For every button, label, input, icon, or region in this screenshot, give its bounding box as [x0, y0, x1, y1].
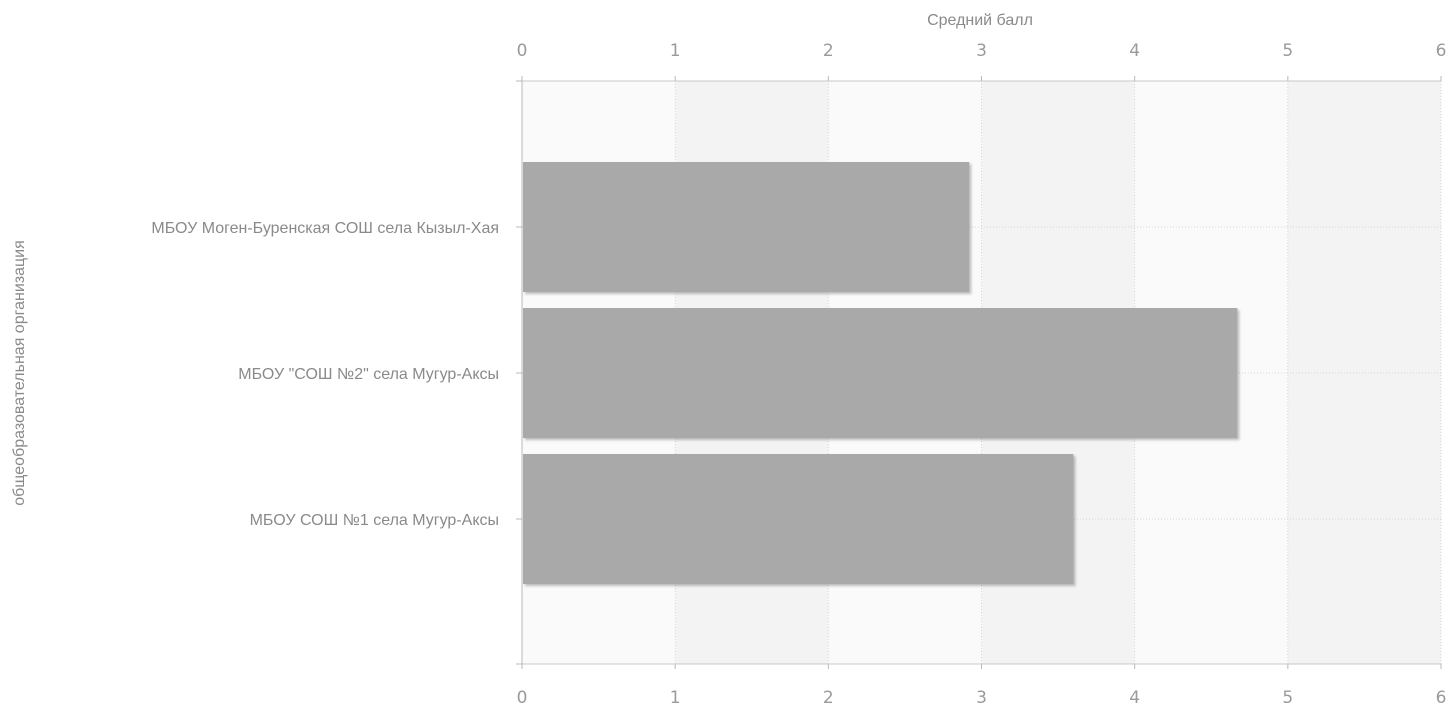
x-tick-label-top: 6	[1436, 41, 1447, 61]
x-tick-label-top: 4	[1129, 41, 1140, 61]
x-tick-label-bottom: 2	[823, 688, 834, 705]
x-tick-label-top: 1	[670, 41, 681, 61]
category-label: МБОУ Моген-Буренская СОШ села Кызыл-Хая	[151, 220, 499, 237]
x-tick-label-bottom: 5	[1282, 688, 1293, 705]
bar	[523, 308, 1238, 438]
x-axis-title: Средний балл	[927, 12, 1033, 29]
x-tick-label-bottom: 1	[670, 688, 681, 705]
bar	[523, 162, 970, 292]
x-tick-label-top: 2	[823, 41, 834, 61]
x-tick-label-bottom: 6	[1436, 688, 1447, 705]
x-tick-label-top: 0	[517, 41, 528, 61]
x-tick-label-top: 5	[1282, 41, 1293, 61]
labels: 0 0 1 1 2 2 3 3 4 4 5 5 6 6 МБОУ Моген-Буренская СОШ с…	[151, 41, 1446, 705]
x-tick-label-top: 3	[976, 41, 987, 61]
x-tick-label-bottom: 4	[1129, 688, 1140, 705]
y-axis-title: общеобразовательная организация	[11, 240, 28, 506]
background-band	[1287, 81, 1441, 664]
bars	[523, 162, 1238, 584]
bar	[523, 454, 1074, 584]
x-tick-label-bottom: 3	[976, 688, 987, 705]
axes	[516, 76, 1442, 669]
x-tick-label-bottom: 0	[517, 688, 528, 705]
category-label: МБОУ "СОШ №2" села Мугур-Аксы	[238, 366, 499, 383]
category-label: МБОУ СОШ №1 села Мугур-Аксы	[250, 512, 499, 529]
